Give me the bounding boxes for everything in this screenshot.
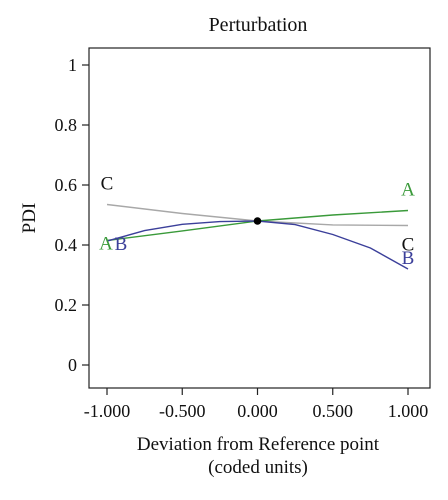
axes: 0 0.2 0.4 0.6 0.8 1 -1.000 -0.500 0.000 0.500 1.00… bbox=[55, 47, 431, 421]
series-label-A-left: A bbox=[99, 234, 113, 255]
x-axis-label: Deviation from Reference point bbox=[137, 434, 380, 455]
series-label-C-left: C bbox=[101, 174, 114, 195]
series-line-B bbox=[106, 220, 409, 270]
reference-point-marker bbox=[253, 217, 262, 225]
y-tick-label: 0.6 bbox=[55, 175, 78, 195]
y-tick-label: 0.8 bbox=[55, 115, 78, 135]
y-tick-label: 0.2 bbox=[55, 295, 78, 315]
series-label-B-left: B bbox=[115, 234, 128, 255]
y-tick-label: 0 bbox=[68, 355, 77, 375]
series-layer bbox=[106, 203, 409, 270]
x-tick-label: -0.500 bbox=[159, 401, 206, 421]
y-tick-label: 0.4 bbox=[55, 235, 78, 255]
x-tick-label: 0.500 bbox=[313, 401, 354, 421]
y-axis-label: PDI bbox=[19, 203, 40, 234]
plot-frame bbox=[88, 47, 431, 389]
chart-title: Perturbation bbox=[209, 14, 308, 36]
series-label-C-right: C bbox=[402, 235, 415, 256]
x-tick-label: 1.000 bbox=[388, 401, 429, 421]
x-tick-label: -1.000 bbox=[84, 401, 131, 421]
y-tick-label: 1 bbox=[68, 55, 77, 75]
x-tick-label: 0.000 bbox=[237, 401, 278, 421]
series-label-A-right: A bbox=[401, 180, 415, 201]
x-axis-label-units: (coded units) bbox=[208, 457, 308, 478]
series-label-B-right: B bbox=[402, 248, 415, 269]
